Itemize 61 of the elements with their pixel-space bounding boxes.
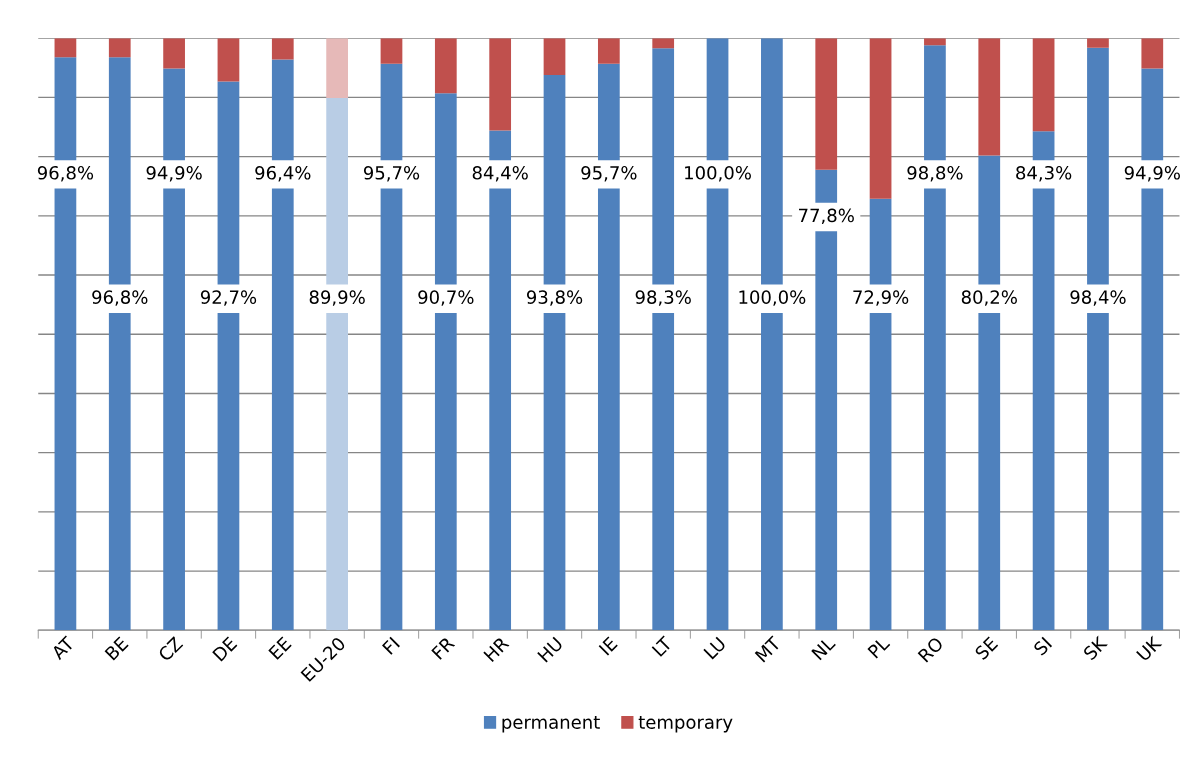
bar [652,38,675,49]
data-label: 96,8% [37,165,94,182]
legend-label: temporary [638,716,733,733]
x-tick-label: FR [431,635,456,660]
x-tick-label: SE [974,636,999,661]
bar [869,38,892,199]
data-label: 92,7% [200,290,257,306]
bar [489,38,512,131]
data-label: 84,3% [1016,165,1072,182]
x-tick-label: BE [104,636,129,661]
bar [163,38,185,69]
data-label: 89,9% [309,290,365,306]
bar [597,38,620,64]
data-label: 96,8% [92,290,148,306]
bar [54,38,77,58]
bar [380,38,403,64]
data-label: 94,9% [1124,165,1180,182]
x-tick-label: SK [1082,635,1109,661]
data-label: 72,9% [853,290,909,306]
x-tick-label: LT [651,635,673,657]
legend-label: permanent [502,716,600,733]
data-label: 94,9% [146,165,202,182]
x-tick-label: LU [703,636,727,660]
data-label: 77,8% [799,208,854,225]
x-tick-label: FI [382,636,400,655]
x-tick-label: CZ [157,635,184,662]
x-tick-label: EE [268,636,292,660]
bar [217,38,240,82]
data-label: 90,7% [418,290,474,306]
data-label: 100,0% [739,290,806,306]
x-tick-label: HU [537,636,564,663]
x-tick-label: UK [1136,635,1163,662]
data-label: 98,3% [635,290,691,306]
data-label: 98,4% [1070,290,1126,306]
x-tick-label: NL [811,635,836,661]
data-label: 98,8% [907,165,963,182]
x-tick-label: DE [212,636,238,662]
x-tick-label: MT [754,635,782,663]
bar [108,38,131,58]
data-label: 93,8% [526,290,583,306]
bar [543,38,566,75]
bar [271,38,294,60]
bar [326,38,348,98]
x-tick-label: RO [917,636,945,663]
x-tick-label: HR [483,635,510,663]
data-label: 95,7% [363,165,420,182]
x-tick-label: PL [867,635,891,659]
data-label: 95,7% [581,165,637,182]
x-tick-label: SI [1032,636,1053,657]
data-label: 96,4% [255,165,311,182]
data-label: 80,2% [961,290,1017,306]
bar [434,38,457,94]
data-label: 84,4% [472,165,528,182]
x-tick-label: AT [50,635,76,661]
bar [978,38,1001,156]
bar [1032,38,1055,132]
data-label: 100,0% [685,165,751,182]
bar [1141,38,1164,69]
bar [1087,38,1109,48]
bar [815,38,838,170]
x-tick-label: IE [598,636,618,656]
